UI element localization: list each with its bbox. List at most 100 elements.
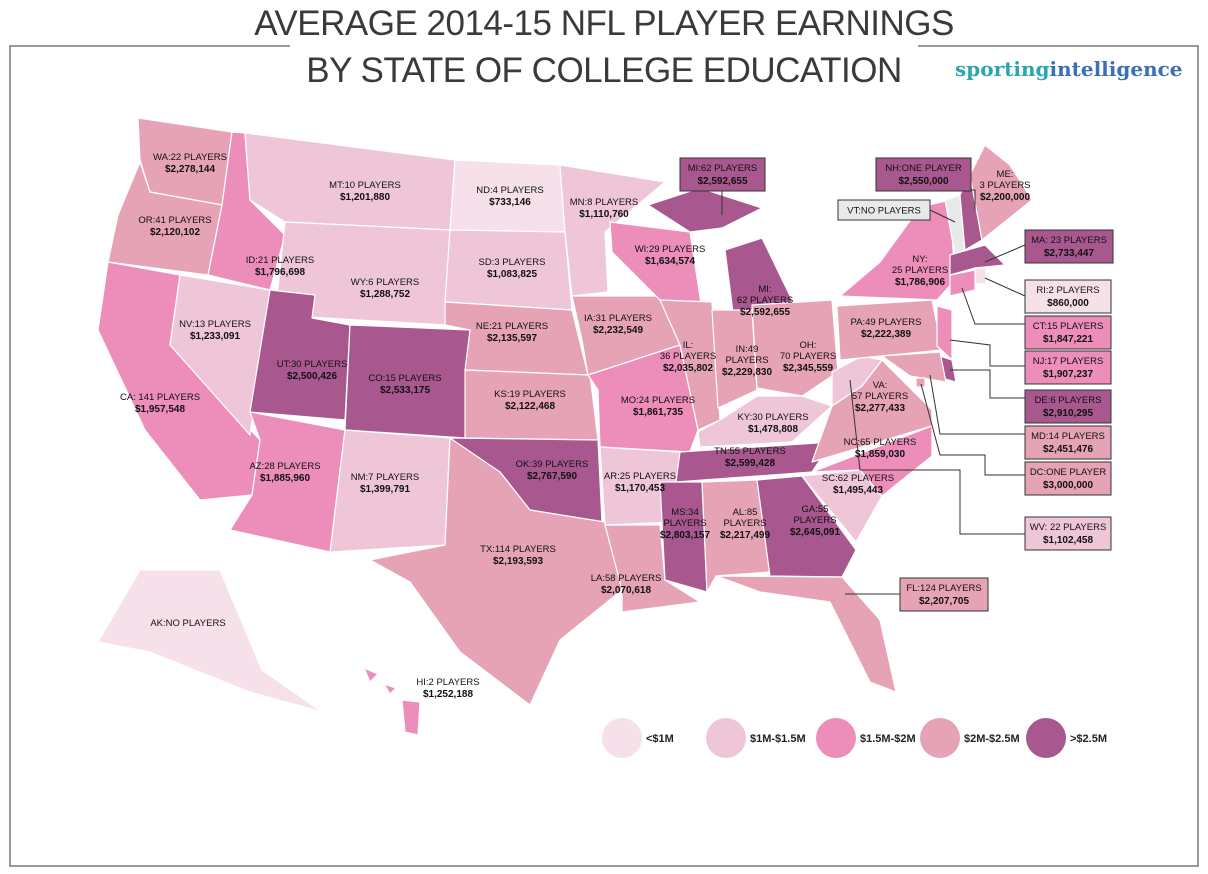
state-earnings: $2,803,157 [660,530,710,541]
state-shape [756,475,857,578]
state-label: OR:41 PLAYERS [138,215,211,226]
state-label: AR:25 PLAYERS [604,471,676,482]
callout-label: MI:62 PLAYERS [688,163,758,174]
state [169,274,271,436]
state-label: NM:7 PLAYERS [351,472,419,483]
state-earnings: $2,592,655 [740,307,790,318]
title-line-2: BY STATE OF COLLEGE EDUCATION [306,51,902,90]
state-earnings: $1,170,453 [615,483,665,494]
callout-label: MD:14 PLAYERS [1031,431,1105,442]
leader-line [949,339,1025,367]
state-label: VA: [873,380,888,391]
state-earnings: $2,193,593 [493,556,543,567]
state [915,377,926,388]
callout-label: CT:15 PLAYERS [1033,321,1104,332]
state [949,244,1006,276]
state-shape [701,479,771,593]
state-shape [974,267,987,285]
state-shape [949,244,1006,276]
state-earnings: $2,135,597 [487,333,537,344]
state [949,269,976,297]
state-label: WI:29 PLAYERS [635,244,706,255]
state-shape [401,699,421,736]
state-label: HI:2 PLAYERS [416,677,479,688]
callout-box [1024,461,1112,496]
state-shape [383,683,397,695]
state-earnings: $1,288,752 [360,289,410,300]
state-shape [169,274,271,436]
state-label: OH: [800,340,817,351]
callout-box [875,157,972,192]
state [369,437,623,706]
state-shape [369,437,623,706]
state [711,309,758,409]
state-label: 3 PLAYERS [979,180,1030,191]
state-earnings: $1,233,091 [190,331,240,342]
state-label: MS:34 [671,507,698,518]
state-earnings: $1,634,574 [645,256,695,267]
state-earnings: $1,859,030 [855,449,905,460]
callout-box [1024,389,1112,424]
state-earnings: $2,345,559 [783,363,833,374]
brand-part: intelligence [1049,57,1182,81]
state-earnings: $2,645,091 [790,527,840,538]
leader-line [920,383,1025,476]
callout-box [837,199,931,221]
state-earnings: $2,533,175 [380,385,430,396]
state-earnings: $2,232,549 [593,325,643,336]
state-label: SC:62 PLAYERS [822,473,894,484]
state-earnings: $1,957,548 [135,404,185,415]
state-label: KS:19 PLAYERS [494,389,566,400]
state-label: CA: 141 PLAYERS [120,392,200,403]
legend-label: >$2.5M [1070,733,1107,745]
state-shape [811,425,933,497]
state-earnings: $1,861,735 [633,407,683,418]
state [751,299,839,397]
callout-earnings: $3,000,000 [1043,480,1093,491]
state-label: 70 PLAYERS [780,351,836,362]
state-label: CO:15 PLAYERS [368,373,441,384]
state-label: NV:13 PLAYERS [179,319,251,330]
state [974,267,987,285]
callout-label: DC:ONE PLAYER [1030,467,1107,478]
state-earnings: $2,278,144 [165,164,215,175]
callout-earnings: $1,847,221 [1043,334,1093,345]
callout-box [1024,516,1112,551]
state-shape [915,377,926,388]
legend-swatch [1026,718,1066,758]
state-label: OK:39 PLAYERS [516,459,589,470]
state-label: 57 PLAYERS [852,391,908,402]
state-label: AZ:28 PLAYERS [249,461,320,472]
state-label: MT:10 PLAYERS [329,180,401,191]
leader-line [961,287,1025,325]
state [363,667,421,736]
callout-box [679,157,766,192]
callout-box [1024,315,1112,350]
brand: sportingintelligence [955,57,1183,81]
callout-earnings: $2,910,295 [1043,408,1093,419]
callout-label: MA: 23 PLAYERS [1031,235,1107,246]
state-earnings: $1,110,760 [579,209,629,220]
brand-part: sporting [955,57,1049,81]
state [559,164,666,297]
state-earnings: $1,252,188 [423,689,473,700]
state-earnings: $2,500,426 [287,371,337,382]
leader-line [984,244,1026,263]
state-earnings: $2,599,428 [725,458,775,469]
state-earnings: $1,201,880 [340,192,390,203]
state-label: GA:55 [802,504,829,515]
callout-label: FL:124 PLAYERS [906,583,981,594]
state-label: PLAYERS [663,518,706,529]
state-earnings: $2,200,000 [980,192,1030,203]
leader-line [929,209,956,223]
state-label: PA:49 PLAYERS [851,317,922,328]
leader-line [929,374,1025,435]
state [701,479,771,593]
callout-earnings: $860,000 [1047,298,1089,309]
state-label: MN:8 PLAYERS [570,197,638,208]
state-earnings: $2,122,468 [505,401,555,412]
callout-label: WV: 22 PLAYERS [1030,522,1107,533]
state-shape [647,187,763,233]
state-earnings: $2,120,102 [150,227,200,238]
state-shape [697,395,833,448]
